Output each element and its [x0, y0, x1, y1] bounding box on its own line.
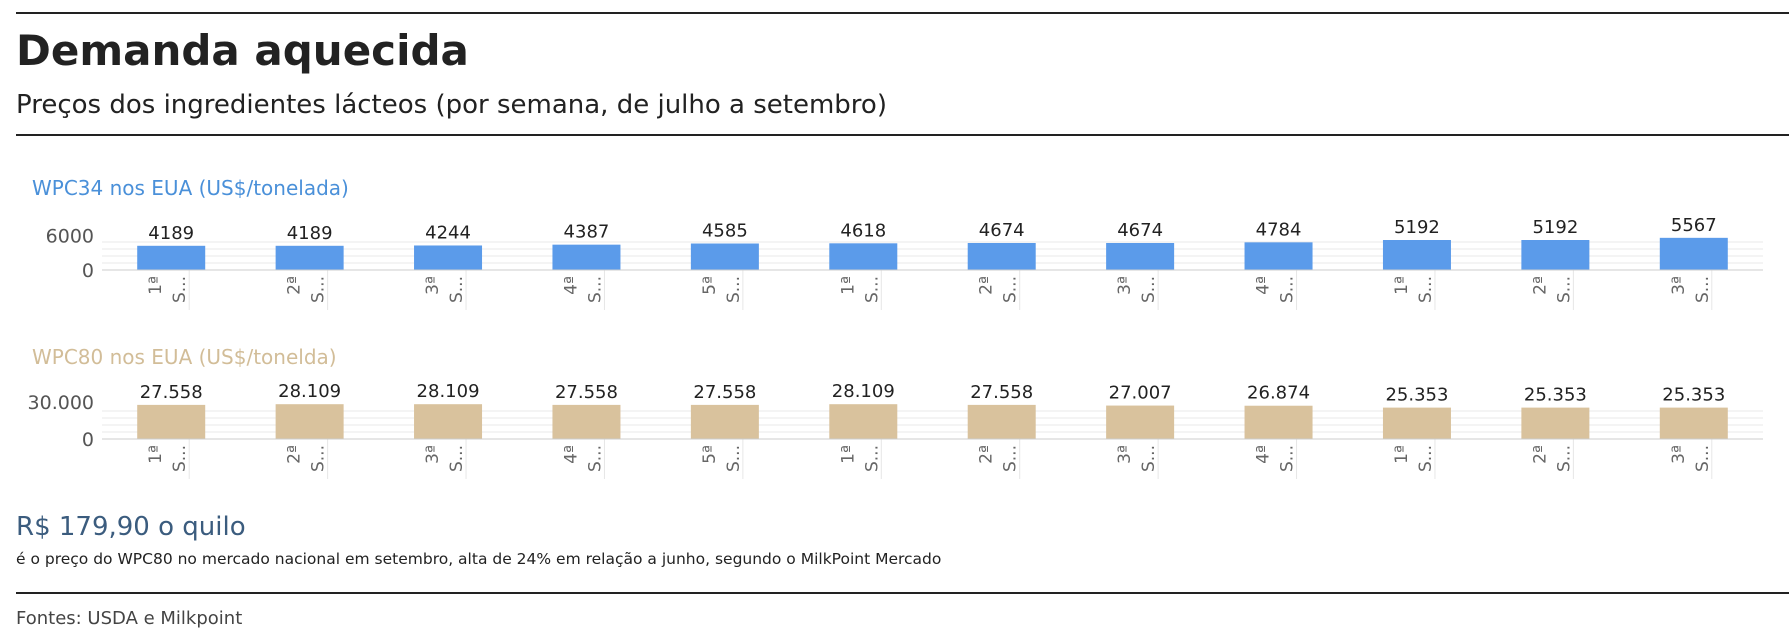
data-label: 5567	[1671, 215, 1717, 236]
data-label: 28.109	[832, 381, 895, 402]
x-tick-label: 2ª S...	[1530, 276, 1574, 303]
bar	[829, 404, 898, 439]
data-label: 4585	[702, 221, 748, 242]
x-tick-label: 5ª S...	[700, 276, 744, 303]
bar	[137, 245, 206, 270]
x-tick-label: 4ª S...	[1254, 445, 1298, 472]
x-tick-label: 1ª S...	[146, 276, 190, 303]
x-tick-label: 2ª S...	[977, 276, 1021, 303]
highlight-value: R$ 179,90 o quilo	[16, 512, 246, 542]
x-tick-label: 1ª S...	[838, 445, 882, 472]
bar	[275, 404, 344, 439]
bar	[275, 245, 344, 270]
bar	[1659, 237, 1728, 270]
chart-wpc80: 0 30.000 27.558 1ª S... 28.109 2ª S... 28.109 3ª S…	[28, 381, 1763, 479]
data-label: 26.874	[1247, 383, 1310, 404]
x-tick-label: 3ª S...	[423, 445, 467, 472]
bar	[1521, 240, 1590, 270]
y-tick-label: 30.000	[28, 392, 94, 414]
bar	[414, 404, 483, 439]
x-tick-label: 5ª S...	[700, 445, 744, 472]
bar	[414, 245, 483, 270]
data-label: 25.353	[1524, 385, 1587, 406]
x-tick-label: 3ª S...	[1669, 445, 1713, 472]
data-label: 4618	[840, 220, 886, 241]
y-tick-label: 0	[82, 260, 94, 282]
y-tick-label: 6000	[46, 225, 94, 247]
bar	[1106, 405, 1175, 439]
bar	[137, 404, 206, 439]
x-tick-label: 1ª S...	[1392, 445, 1436, 472]
source-note: Fontes: USDA e Milkpoint	[16, 608, 243, 629]
highlight-note: é o preço do WPC80 no mercado nacional e…	[16, 550, 942, 568]
footer-rule	[16, 592, 1789, 594]
data-label: 4189	[287, 223, 333, 244]
bar	[690, 243, 759, 270]
x-tick-label: 3ª S...	[1115, 276, 1159, 303]
data-label: 27.558	[140, 382, 203, 403]
data-label: 28.109	[417, 381, 480, 402]
data-label: 4387	[564, 222, 610, 243]
x-tick-label: 1ª S...	[1392, 276, 1436, 303]
bar	[829, 243, 898, 270]
x-tick-label: 1ª S...	[838, 276, 882, 303]
bar	[967, 242, 1036, 270]
header-rule	[16, 134, 1789, 136]
x-tick-label: 2ª S...	[285, 276, 329, 303]
chart-title: Demanda aquecida	[16, 26, 469, 75]
bar	[1106, 242, 1175, 270]
bar	[1521, 407, 1590, 439]
data-label: 27.558	[970, 382, 1033, 403]
bar	[552, 244, 621, 270]
top-rule	[16, 12, 1789, 14]
bar	[1244, 405, 1313, 439]
data-label: 5192	[1394, 217, 1440, 238]
bar	[1382, 240, 1451, 270]
bar	[1382, 407, 1451, 439]
data-label: 4189	[148, 223, 194, 244]
data-label: 25.353	[1662, 385, 1725, 406]
x-tick-label: 3ª S...	[423, 276, 467, 303]
x-tick-label: 1ª S...	[146, 445, 190, 472]
data-label: 25.353	[1385, 385, 1448, 406]
x-tick-label: 4ª S...	[561, 276, 605, 303]
data-label: 4244	[425, 222, 471, 243]
bar	[1659, 407, 1728, 439]
panel-title-wpc34: WPC34 nos EUA (US$/tonelada)	[32, 176, 349, 200]
x-tick-label: 4ª S...	[561, 445, 605, 472]
data-label: 4674	[979, 220, 1025, 241]
bar	[1244, 242, 1313, 270]
data-label: 4674	[1117, 220, 1163, 241]
chart-wpc34: 0 6000 4189 1ª S... 4189 2ª S... 4244 3ª S... 4387 4…	[46, 215, 1763, 310]
x-tick-label: 4ª S...	[1254, 276, 1298, 303]
data-label: 28.109	[278, 381, 341, 402]
bar	[690, 404, 759, 439]
data-label: 27.558	[555, 382, 618, 403]
data-label: 27.558	[693, 382, 756, 403]
bar	[552, 404, 621, 439]
chart-subtitle: Preços dos ingredientes lácteos (por sem…	[16, 90, 887, 120]
x-tick-label: 2ª S...	[285, 445, 329, 472]
x-tick-label: 2ª S...	[1530, 445, 1574, 472]
x-tick-label: 3ª S...	[1115, 445, 1159, 472]
bar	[967, 404, 1036, 439]
data-label: 27.007	[1109, 383, 1172, 404]
y-tick-label: 0	[82, 429, 94, 451]
x-tick-label: 2ª S...	[977, 445, 1021, 472]
data-label: 5192	[1532, 217, 1578, 238]
data-label: 4784	[1256, 219, 1302, 240]
x-tick-label: 3ª S...	[1669, 276, 1713, 303]
panel-title-wpc80: WPC80 nos EUA (US$/tonelda)	[32, 345, 337, 369]
